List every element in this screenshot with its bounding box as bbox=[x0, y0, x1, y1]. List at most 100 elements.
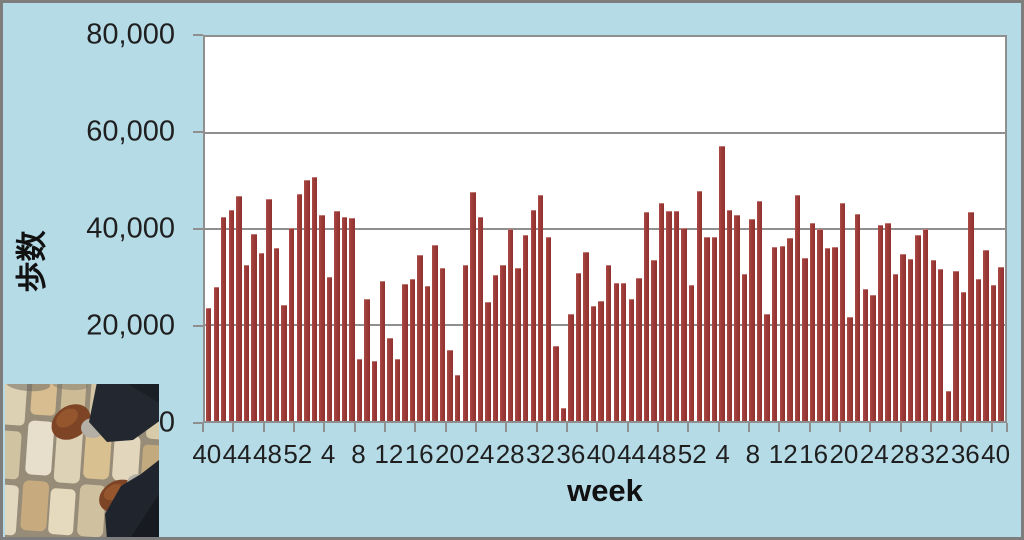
bar-week-41 bbox=[213, 286, 219, 421]
x-tick-mark bbox=[323, 423, 326, 432]
bar-week-9 bbox=[756, 201, 763, 421]
bar-week-47 bbox=[651, 260, 657, 421]
bar-week-26 bbox=[885, 222, 891, 421]
bar-week-40 bbox=[205, 308, 212, 421]
x-tick-label: 8 bbox=[351, 439, 366, 469]
x-tick-mark bbox=[839, 423, 842, 432]
bar-week-12 bbox=[387, 337, 393, 421]
x-axis-ticks bbox=[202, 423, 1008, 433]
bar-week-2 bbox=[311, 176, 318, 421]
bar-week-8 bbox=[356, 358, 363, 421]
x-tick-label: 4 bbox=[715, 439, 730, 469]
bar-week-25 bbox=[485, 302, 491, 421]
bar-week-40 bbox=[598, 301, 604, 421]
bar-week-7 bbox=[741, 273, 748, 421]
y-axis-labels: 80,000 60,000 40,000 20,000 0 bbox=[3, 19, 203, 439]
bar-week-8 bbox=[749, 219, 755, 421]
bar-week-30 bbox=[915, 234, 921, 421]
x-tick-label: 32 bbox=[526, 439, 555, 469]
bar-week-47 bbox=[258, 253, 265, 421]
feet-on-cobblestone-photo bbox=[5, 384, 159, 537]
x-tick-label: 32 bbox=[920, 439, 950, 469]
bar-week-51 bbox=[681, 227, 687, 421]
x-tick-label: 36 bbox=[950, 439, 980, 469]
y-tick-label: 80,000 bbox=[86, 18, 175, 51]
x-tick-label: 40 bbox=[981, 439, 1011, 469]
bar-week-6 bbox=[341, 217, 348, 421]
bar-week-32 bbox=[930, 259, 936, 421]
bar-week-27 bbox=[500, 265, 506, 421]
x-tick-mark bbox=[475, 423, 478, 432]
x-tick-label: 8 bbox=[745, 439, 761, 469]
bar-week-24 bbox=[870, 295, 876, 421]
x-tick-mark bbox=[535, 423, 538, 432]
x-tick-label: 20 bbox=[435, 439, 464, 469]
y-tick-label: 20,000 bbox=[86, 309, 175, 342]
bar-week-36 bbox=[960, 291, 967, 421]
bar-week-28 bbox=[900, 253, 906, 421]
x-tick-mark bbox=[262, 423, 265, 432]
x-tick-mark bbox=[808, 423, 811, 432]
bar-week-17 bbox=[424, 286, 431, 421]
x-tick-label: 24 bbox=[465, 439, 495, 469]
bar-week-43 bbox=[228, 209, 235, 421]
bar-week-50 bbox=[673, 211, 680, 421]
x-tick-mark bbox=[1006, 423, 1008, 432]
bar-week-11 bbox=[379, 281, 385, 421]
bar-week-5 bbox=[726, 210, 733, 421]
x-tick-mark bbox=[899, 423, 902, 432]
x-tick-label: 16 bbox=[404, 439, 434, 469]
x-tick-label: 28 bbox=[890, 439, 920, 469]
bar-week-16 bbox=[417, 254, 423, 421]
bar-week-29 bbox=[515, 267, 521, 421]
bar-week-13 bbox=[787, 238, 793, 421]
x-tick-mark bbox=[232, 423, 235, 432]
x-tick-mark bbox=[384, 423, 387, 432]
bar-week-23 bbox=[470, 192, 476, 421]
x-tick-label: 24 bbox=[859, 439, 889, 469]
x-tick-label: 40 bbox=[192, 439, 222, 469]
bar-week-27 bbox=[892, 273, 899, 421]
bar-week-31 bbox=[922, 229, 929, 421]
bar-week-6 bbox=[734, 215, 740, 421]
y-tick-mark bbox=[193, 422, 203, 424]
x-tick-mark bbox=[626, 423, 629, 432]
bar-week-11 bbox=[772, 246, 778, 421]
bar-week-5 bbox=[334, 210, 340, 421]
bar-week-17 bbox=[817, 228, 823, 421]
bar-week-25 bbox=[877, 225, 884, 421]
bar-week-50 bbox=[281, 304, 287, 421]
x-tick-mark bbox=[748, 423, 751, 432]
x-axis-labels: 40 44 48 52 4 8 12 16 20 24 28 32 36 40 44 48 52 4 8 12 16 20… bbox=[192, 439, 1011, 471]
bar-week-33 bbox=[545, 236, 552, 421]
bar-week-31 bbox=[530, 210, 536, 421]
x-tick-label: 12 bbox=[374, 439, 404, 469]
bar-week-22 bbox=[462, 264, 468, 421]
x-tick-label: 40 bbox=[586, 439, 616, 469]
x-tick-mark bbox=[444, 423, 447, 432]
bar-week-10 bbox=[372, 360, 378, 421]
bar-week-44 bbox=[236, 195, 242, 421]
bar-week-48 bbox=[266, 199, 272, 421]
bar-week-37 bbox=[575, 272, 582, 421]
x-tick-mark bbox=[717, 423, 720, 432]
y-tick-label: 0 bbox=[158, 406, 175, 439]
x-tick-mark bbox=[202, 423, 204, 432]
x-tick-label: 12 bbox=[768, 439, 798, 469]
bar-week-52 bbox=[296, 193, 302, 421]
x-tick-mark bbox=[657, 423, 660, 432]
x-tick-mark bbox=[293, 423, 296, 432]
bar-week-16 bbox=[809, 222, 816, 421]
bar-week-24 bbox=[477, 217, 484, 421]
bar-week-32 bbox=[538, 195, 544, 421]
x-tick-mark bbox=[414, 423, 417, 432]
bar-week-48 bbox=[658, 202, 665, 421]
bar-week-20 bbox=[839, 203, 846, 421]
bar-week-14 bbox=[794, 195, 801, 421]
bar-week-1 bbox=[696, 191, 702, 421]
bar-week-41 bbox=[605, 264, 612, 421]
y-tick-mark bbox=[193, 228, 203, 230]
bar-week-23 bbox=[862, 288, 868, 421]
bar-week-26 bbox=[492, 274, 499, 421]
y-tick-mark bbox=[193, 325, 203, 327]
